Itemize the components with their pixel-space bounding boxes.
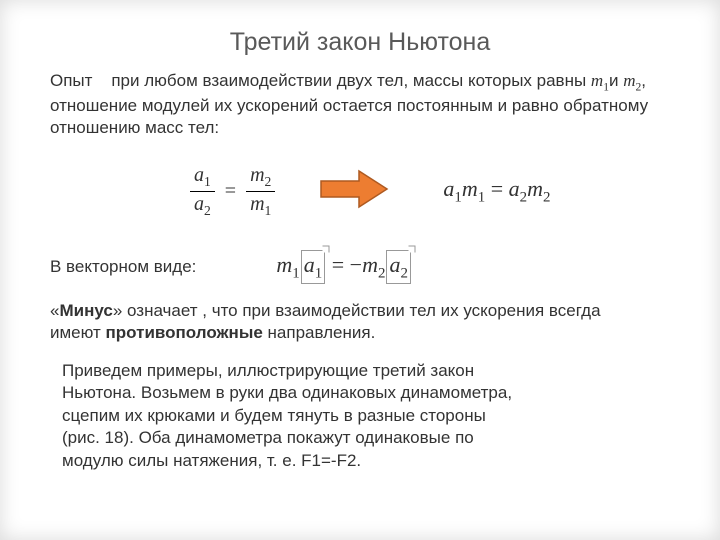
fraction-a1a2: a1 a2 bbox=[190, 164, 215, 219]
intro-paragraph: Опыт при любом взаимодействии двух тел, … bbox=[50, 70, 650, 139]
mass-m2: m2 bbox=[623, 71, 641, 90]
page-title: Третий закон Ньютона bbox=[0, 28, 720, 57]
product-equation: a1m1 = a2m2 bbox=[443, 176, 550, 206]
intro-text-1: при любом взаимодействии двух тел, массы… bbox=[111, 71, 591, 90]
equals-sign: = bbox=[225, 180, 236, 203]
bold-opposite: противоположные bbox=[106, 323, 263, 342]
slide: Третий закон Ньютона Опыт при любом взаи… bbox=[0, 0, 720, 540]
vector-equation: m1a1 = −m2a2 bbox=[276, 250, 412, 284]
vector-a2-icon: a2 bbox=[386, 250, 410, 284]
vector-label: В векторном виде: bbox=[50, 257, 196, 277]
formula-row: a1 a2 = m2 m1 a1m1 = a2m2 bbox=[50, 164, 670, 219]
ratio-equation: a1 a2 = m2 m1 bbox=[190, 164, 275, 219]
intro-lead: Опыт bbox=[50, 71, 92, 90]
fraction-m2m1: m2 m1 bbox=[246, 164, 275, 219]
arrow-icon bbox=[319, 169, 389, 214]
minus-paragraph: «Минус» означает , что при взаимодействи… bbox=[50, 300, 650, 344]
vector-a1-icon: a1 bbox=[301, 250, 325, 284]
intro-and: и bbox=[609, 71, 623, 90]
bold-minus: Минус bbox=[59, 301, 112, 320]
example-paragraph: Приведем примеры, иллюстрирующие третий … bbox=[62, 360, 520, 472]
vector-row: В векторном виде: m1a1 = −m2a2 bbox=[50, 250, 670, 284]
mass-m1: m1 bbox=[591, 71, 609, 90]
